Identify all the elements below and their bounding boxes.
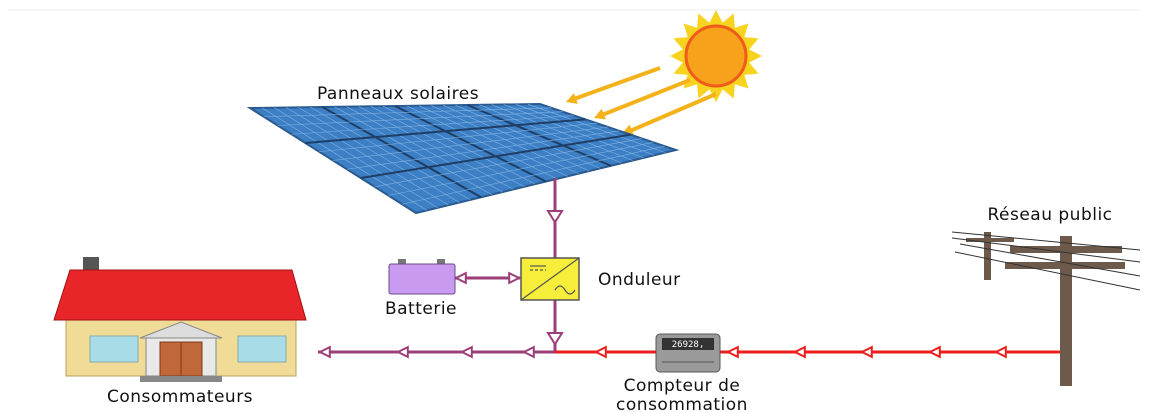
panel-cell-line: [332, 126, 609, 161]
panels-label: Panneaux solaires: [317, 84, 479, 104]
flow-arrow: [792, 345, 806, 359]
roof: [53, 269, 307, 321]
flow-arrow: [395, 345, 409, 359]
steps: [140, 376, 222, 382]
sun-disk: [684, 24, 748, 88]
flow-arrow: [546, 210, 564, 225]
arrows: [317, 210, 1007, 359]
meter-display: [662, 338, 714, 350]
battery-terminal: [398, 259, 406, 264]
flow-arrow: [317, 345, 331, 359]
panel-cell-line: [360, 133, 631, 179]
flow-arrow: [927, 345, 941, 359]
inverter: [520, 257, 580, 301]
flow-arrow: [453, 271, 467, 285]
sunlight: [573, 66, 661, 101]
pole: [984, 232, 991, 280]
panel-cell-line: [291, 115, 575, 135]
solar-panel: [246, 102, 680, 215]
panel-cell-line: [388, 142, 654, 196]
flow-arrow: [508, 271, 522, 285]
crossbar: [966, 238, 1014, 242]
flow-arrow: [546, 332, 564, 347]
flow-arrow: [521, 345, 535, 359]
meter: 26928,: [655, 333, 721, 373]
sunlight-head: [566, 93, 578, 104]
panel-cell-line: [402, 145, 665, 205]
panel-grid: [261, 103, 666, 211]
flow-arrow: [459, 345, 473, 359]
sunlight: [629, 92, 717, 133]
window: [89, 335, 139, 363]
flow-arrow: [593, 345, 607, 359]
flow-arrow: [725, 345, 739, 359]
panel-cell-line: [277, 111, 563, 126]
house: [53, 257, 307, 382]
flow-arrow: [993, 345, 1007, 359]
power-lines: [951, 231, 1141, 291]
panel-cell-line: [346, 130, 620, 170]
consumers-label: Consommateurs: [107, 387, 253, 407]
battery-terminal: [437, 259, 445, 264]
panel-cell-line: [319, 122, 597, 153]
sunlight-head: [594, 108, 606, 120]
meter-reading: 26928,: [672, 340, 705, 350]
battery: [388, 259, 456, 295]
sun: [566, 10, 762, 136]
meter-label: Compteur de: [624, 376, 741, 396]
flow-arrow: [859, 345, 873, 359]
window: [237, 335, 287, 363]
inverter-label: Onduleur: [598, 270, 681, 290]
panel-cell-line: [305, 118, 586, 144]
panel-cell-line: [263, 107, 552, 118]
utility-poles: [951, 231, 1141, 386]
panel-cell-line: [374, 138, 643, 188]
inverter-diagonal: [520, 257, 580, 301]
grid-label: Réseau public: [987, 205, 1112, 225]
inverter-ac: [554, 285, 576, 295]
crossbar: [1010, 246, 1122, 253]
sunlight: [601, 78, 691, 117]
meter-label: consommation: [616, 395, 748, 412]
battery-label: Batterie: [385, 299, 457, 319]
pole: [1060, 236, 1072, 386]
battery-body: [388, 263, 456, 295]
crossbar: [1005, 262, 1125, 269]
